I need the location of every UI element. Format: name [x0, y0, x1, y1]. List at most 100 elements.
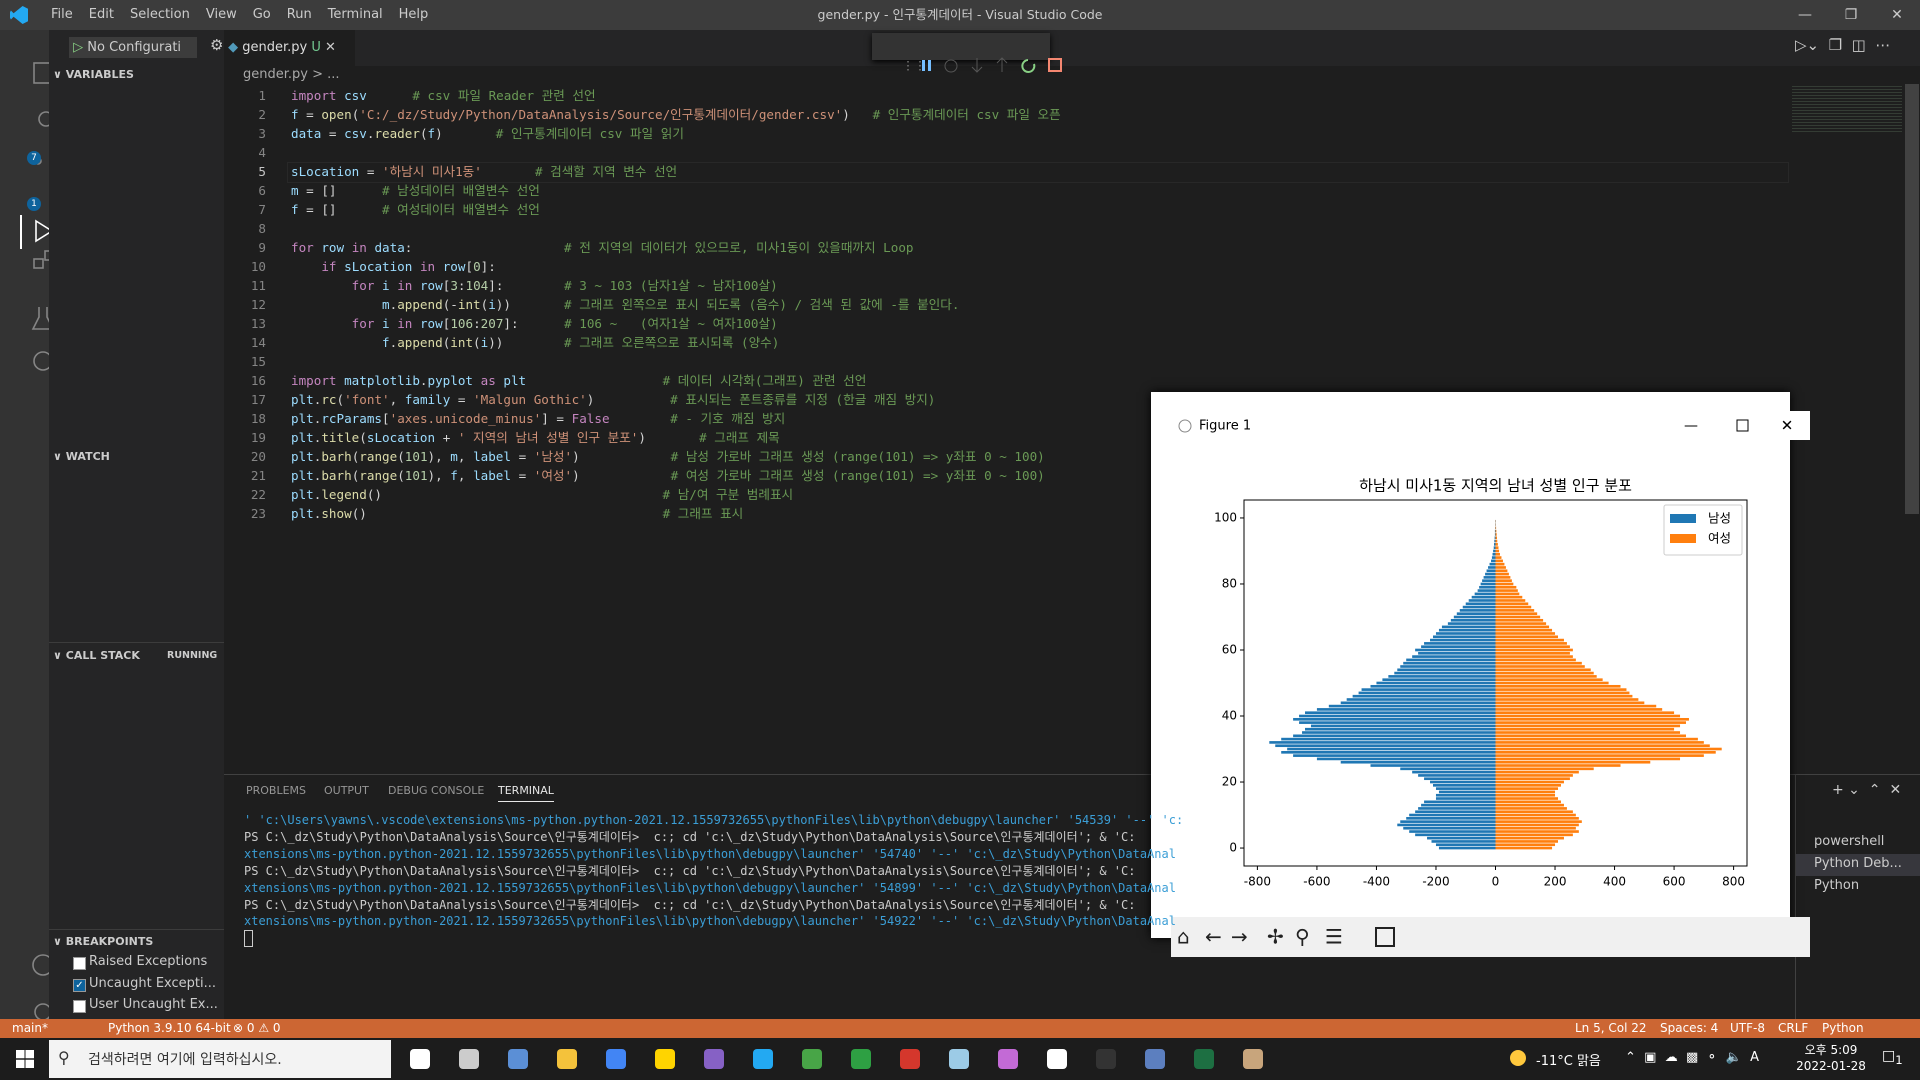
panel-tab[interactable]: DEBUG CONSOLE	[388, 784, 485, 797]
bar	[1495, 642, 1568, 645]
restart[interactable]	[1021, 59, 1036, 73]
notifications[interactable]: □1	[1882, 1048, 1903, 1067]
terminal-entry[interactable]: Python	[1814, 878, 1860, 893]
bar	[1406, 817, 1496, 820]
bar	[1358, 691, 1496, 695]
back-button[interactable]: ←	[1205, 925, 1222, 949]
menu-item[interactable]: Help	[398, 7, 429, 22]
taskbar-app[interactable]	[459, 1049, 479, 1069]
terminal-list-pane	[1795, 775, 1920, 1019]
taskbar-app[interactable]	[508, 1049, 528, 1069]
testing-icon[interactable]	[32, 307, 55, 330]
taskbar-app[interactable]	[1243, 1049, 1263, 1069]
bar	[1495, 754, 1705, 757]
step-into[interactable]	[971, 58, 983, 73]
taskbar-app[interactable]	[1047, 1049, 1067, 1069]
bar	[1400, 767, 1496, 771]
taskbar-app[interactable]	[802, 1049, 822, 1069]
figure-title-bar	[1171, 411, 1811, 440]
taskbar-app[interactable]	[753, 1049, 773, 1069]
checkbox[interactable]: ✓	[73, 978, 86, 992]
clock-time[interactable]: 오후 5:09	[1804, 1043, 1858, 1057]
pan-button[interactable]: ✢	[1267, 925, 1284, 949]
bar	[1495, 579, 1513, 582]
menu-item[interactable]: Go	[252, 7, 271, 22]
search-box[interactable]	[49, 1040, 391, 1078]
bar	[1495, 826, 1577, 830]
terminal-entry[interactable]: powershell	[1814, 834, 1885, 849]
restore[interactable]: ❐	[1844, 7, 1858, 23]
bar	[1495, 622, 1547, 625]
taskbar-app[interactable]	[704, 1049, 724, 1069]
taskbar-app[interactable]	[1096, 1049, 1116, 1069]
close[interactable]: ✕	[1781, 417, 1794, 435]
minimize[interactable]: —	[1798, 7, 1812, 23]
explorer-icon[interactable]	[33, 62, 52, 84]
step-out[interactable]	[996, 57, 1008, 72]
stop[interactable]	[1048, 58, 1063, 72]
section-header[interactable]: ∨ BREAKPOINTS	[53, 935, 154, 948]
save-button[interactable]	[1375, 927, 1396, 947]
taskbar-app[interactable]	[998, 1049, 1018, 1069]
tray-icons[interactable]: ⌃ ▣ ☁ ▩ ⚬ 🔈 A	[1625, 1050, 1760, 1065]
section-header[interactable]: ∨ WATCH	[53, 450, 110, 463]
status-item[interactable]: main*	[12, 1021, 48, 1035]
status-item[interactable]: Spaces: 4	[1660, 1021, 1719, 1035]
status-item[interactable]: Python 3.9.10 64-bit	[108, 1021, 231, 1035]
home-button[interactable]: ⌂	[1177, 925, 1190, 949]
panel-actions[interactable]: + ⌄ ⌃ ✕	[1832, 782, 1902, 798]
taskbar-app[interactable]	[851, 1049, 871, 1069]
status-item[interactable]: UTF-8	[1730, 1021, 1765, 1035]
breadcrumb[interactable]: gender.py > ...	[243, 67, 340, 82]
configure-button[interactable]: ☰	[1325, 925, 1343, 949]
weather[interactable]: -11°C 맑음	[1536, 1054, 1601, 1069]
run-icon[interactable]	[35, 219, 54, 243]
status-item[interactable]: Python	[1822, 1021, 1864, 1035]
menu-item[interactable]: Run	[286, 7, 312, 22]
config-gear[interactable]: ⚙	[210, 36, 224, 54]
run-config[interactable]: ▷ No Configurati	[69, 37, 197, 58]
editor-actions[interactable]: ▷⌄ ❐ ◫ ⋯	[1795, 36, 1891, 54]
taskbar-app[interactable]	[1194, 1049, 1214, 1069]
terminal-entry[interactable]: Python Deb...	[1814, 856, 1902, 871]
clock-date[interactable]: 2022-01-28	[1796, 1059, 1866, 1073]
maximize[interactable]	[1736, 419, 1749, 432]
menu-item[interactable]: File	[51, 7, 73, 22]
taskbar-app[interactable]	[949, 1049, 969, 1069]
step-over[interactable]	[944, 59, 958, 73]
checkbox[interactable]	[73, 1000, 86, 1013]
extensions-icon[interactable]	[33, 258, 45, 269]
status-item[interactable]: ⊗ 0 ⚠ 0	[233, 1021, 281, 1035]
status-item[interactable]: CRLF	[1778, 1021, 1809, 1035]
terminal-line: xtensions\ms-python.python-2021.12.15597…	[244, 880, 1176, 895]
forward-button[interactable]: →	[1231, 925, 1248, 949]
menu-item[interactable]: View	[205, 7, 237, 22]
section-header[interactable]: ∨ CALL STACK	[53, 649, 140, 662]
panel-tab[interactable]: PROBLEMS	[246, 784, 307, 797]
bar	[1495, 698, 1639, 701]
status-item[interactable]: Ln 5, Col 22	[1575, 1021, 1647, 1035]
taskbar-app[interactable]	[900, 1049, 920, 1069]
taskbar-app[interactable]	[557, 1049, 577, 1069]
window-controls: — ❐ ✕	[1782, 0, 1920, 30]
menu-item[interactable]: Edit	[88, 7, 114, 22]
taskbar-app[interactable]	[410, 1049, 430, 1069]
taskbar-app[interactable]	[655, 1049, 675, 1069]
taskbar-app[interactable]	[606, 1049, 626, 1069]
section-header[interactable]: ∨ VARIABLES	[53, 68, 134, 81]
bar	[1299, 714, 1496, 718]
menu-item[interactable]: Terminal	[327, 7, 383, 22]
pause[interactable]	[922, 60, 926, 71]
code-line: plt.barh(range(101), f, label = '여성') # …	[291, 468, 1045, 483]
checkbox[interactable]	[73, 957, 86, 970]
bar	[1495, 803, 1565, 807]
zoom-button[interactable]: ⚲	[1295, 925, 1310, 949]
editor-tab[interactable]: ◆ gender.py U ✕	[224, 30, 355, 66]
close[interactable]: ✕	[1891, 7, 1903, 23]
panel-tab[interactable]: OUTPUT	[324, 784, 369, 797]
panel-tab[interactable]: TERMINAL	[498, 784, 554, 802]
minimize[interactable]: —	[1684, 418, 1698, 434]
menu-item[interactable]: Selection	[129, 7, 190, 22]
bar	[1403, 826, 1496, 830]
taskbar-app[interactable]	[1145, 1049, 1165, 1069]
